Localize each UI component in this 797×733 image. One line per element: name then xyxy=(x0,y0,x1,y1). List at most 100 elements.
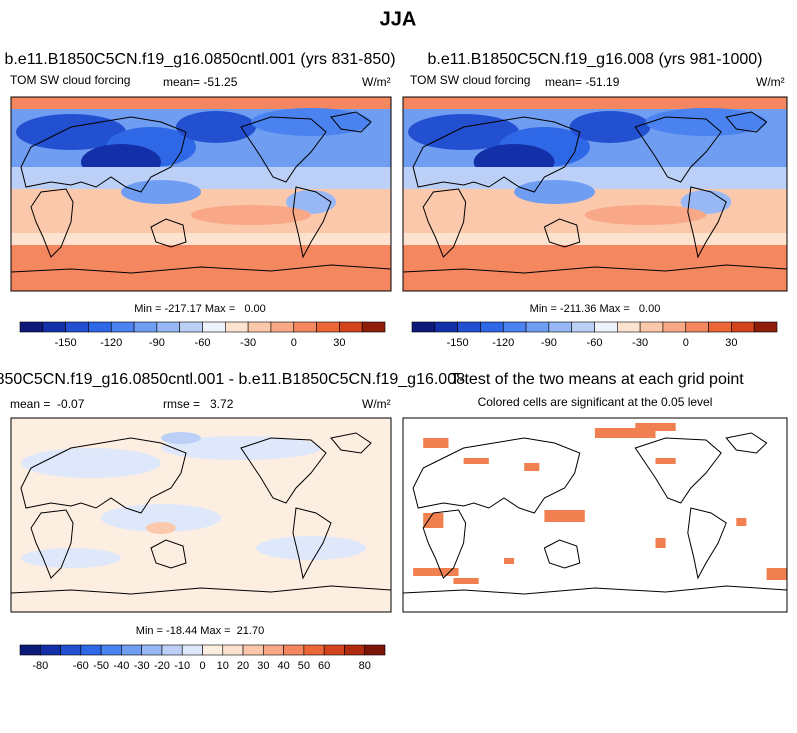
colorbar-tick-label: -10 xyxy=(174,660,190,672)
colorbar-tick-label: 50 xyxy=(298,660,310,672)
colorbar-box xyxy=(617,321,641,333)
colorbar-tick-label: -20 xyxy=(154,660,170,672)
colorbar-tick-label: 0 xyxy=(291,337,297,349)
colorbar-box xyxy=(685,321,709,333)
colorbar-box xyxy=(323,644,345,656)
colorbar-box xyxy=(242,644,264,656)
colorbar-tick-label: -90 xyxy=(149,337,165,349)
colorbar-box xyxy=(411,321,436,333)
colorbar-box xyxy=(19,644,41,656)
colorbar-box xyxy=(639,321,664,333)
units: W/m² xyxy=(362,75,391,89)
colorbar-box xyxy=(525,321,550,333)
colorbar-box xyxy=(39,644,61,656)
mean: mean= -51.19 xyxy=(545,75,620,89)
colorbar-box xyxy=(19,321,44,333)
colorbar-tick-label: 80 xyxy=(359,660,371,672)
colorbar-box xyxy=(548,321,572,333)
colorbar-box xyxy=(502,321,527,333)
panel-subtitle: Colored cells are significant at the 0.0… xyxy=(478,395,713,409)
colorbar-tick-label: 30 xyxy=(725,337,737,349)
colorbar-tick-label: -30 xyxy=(240,337,256,349)
rmse: rmse = 3.72 xyxy=(163,397,234,411)
colorbar-box xyxy=(65,321,89,333)
colorbar-box xyxy=(156,321,180,333)
colorbar-tick-label: -150 xyxy=(447,337,469,349)
colorbar-box xyxy=(225,321,249,333)
colorbar-tick-label: -30 xyxy=(134,660,150,672)
colorbar-box xyxy=(731,321,755,333)
colorbar-box xyxy=(247,321,272,333)
colorbar-box xyxy=(753,321,778,333)
colorbar-box xyxy=(121,644,142,656)
colorbar-tick-label: 20 xyxy=(237,660,249,672)
colorbar-box xyxy=(344,644,366,656)
stats: Min = -217.17 Max = 0.00 xyxy=(134,303,265,315)
panel-title: b.e11.B1850C5CN.f19_g16.008 (yrs 981-100… xyxy=(427,51,762,68)
map xyxy=(402,96,788,292)
colorbar-tick-label: 30 xyxy=(257,660,269,672)
map xyxy=(10,96,392,292)
variable: TOM SW cloud forcing xyxy=(410,73,530,87)
colorbar-box xyxy=(594,321,618,333)
colorbar-box xyxy=(434,321,458,333)
colorbar-box xyxy=(571,321,595,333)
colorbar-box xyxy=(361,321,386,333)
map xyxy=(402,417,788,613)
variable: TOM SW cloud forcing xyxy=(10,73,130,87)
colorbar-box xyxy=(316,321,340,333)
colorbar-box xyxy=(708,321,732,333)
colorbar-box xyxy=(222,644,244,656)
colorbar-box xyxy=(141,644,163,656)
figure-title: JJA xyxy=(380,8,417,30)
colorbar-box xyxy=(100,644,122,656)
colorbar-box xyxy=(364,644,386,656)
stats: Min = -211.36 Max = 0.00 xyxy=(530,303,661,315)
colorbar-tick-label: -40 xyxy=(113,660,129,672)
units: W/m² xyxy=(362,397,391,411)
colorbar-tick-label: -150 xyxy=(55,337,77,349)
colorbar-box xyxy=(662,321,687,333)
units: W/m² xyxy=(756,75,785,89)
map xyxy=(10,417,392,613)
colorbar-box xyxy=(270,321,295,333)
panel-title: b.e11.B1850C5CN.f19_g16.0850cntl.001 - b… xyxy=(0,371,465,388)
stats: Min = -18.44 Max = 21.70 xyxy=(136,625,264,637)
colorbar-tick-label: 0 xyxy=(683,337,689,349)
colorbar-box xyxy=(293,321,317,333)
colorbar-tick-label: -120 xyxy=(100,337,122,349)
panel-title: b.e11.B1850C5CN.f19_g16.0850cntl.001 (yr… xyxy=(4,51,395,68)
colorbar-tick-label: 60 xyxy=(318,660,330,672)
colorbar-box xyxy=(42,321,66,333)
colorbar-box xyxy=(457,321,481,333)
colorbar-box xyxy=(161,644,183,656)
colorbar-tick-label: -60 xyxy=(587,337,603,349)
colorbar-box xyxy=(283,644,305,656)
colorbar-box xyxy=(60,644,82,656)
colorbar-tick-label: -60 xyxy=(195,337,211,349)
colorbar-box xyxy=(110,321,135,333)
colorbar-tick-label: -50 xyxy=(93,660,109,672)
colorbar-tick-label: -90 xyxy=(541,337,557,349)
colorbar-box xyxy=(181,644,203,656)
colorbar-box xyxy=(303,644,325,656)
colorbar-tick-label: -60 xyxy=(73,660,89,672)
colorbar-tick-label: 0 xyxy=(199,660,205,672)
colorbar-box xyxy=(480,321,504,333)
colorbar-box xyxy=(80,644,102,656)
colorbar-tick-label: 10 xyxy=(217,660,229,672)
colorbar-box xyxy=(133,321,158,333)
colorbar-box xyxy=(88,321,112,333)
colorbar-tick-label: -30 xyxy=(632,337,648,349)
colorbar-box xyxy=(263,644,284,656)
mean: mean= -51.25 xyxy=(163,75,238,89)
colorbar-tick-label: -120 xyxy=(492,337,514,349)
colorbar-box xyxy=(202,644,224,656)
colorbar-box xyxy=(202,321,226,333)
panel-title: T-test of the two means at each grid poi… xyxy=(450,371,744,388)
colorbar-tick-label: -80 xyxy=(32,660,48,672)
mean: mean = -0.07 xyxy=(10,397,85,411)
colorbar-box xyxy=(339,321,363,333)
colorbar-tick-label: 40 xyxy=(277,660,289,672)
